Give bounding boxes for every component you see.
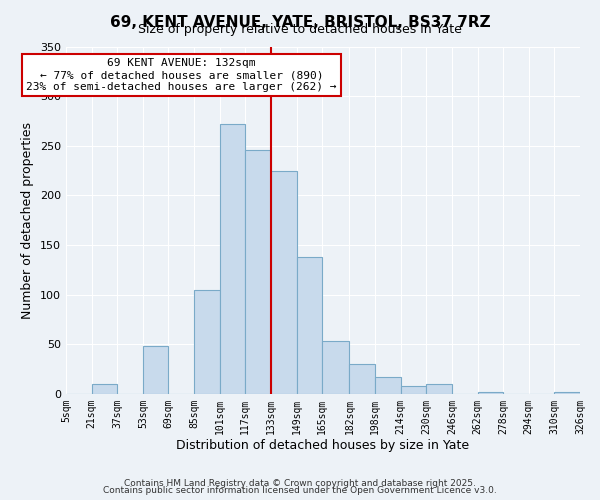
X-axis label: Distribution of detached houses by size in Yate: Distribution of detached houses by size … xyxy=(176,440,470,452)
Text: Size of property relative to detached houses in Yate: Size of property relative to detached ho… xyxy=(138,22,462,36)
Bar xyxy=(245,150,271,394)
Bar xyxy=(375,377,401,394)
Y-axis label: Number of detached properties: Number of detached properties xyxy=(22,122,34,318)
Bar xyxy=(92,384,117,394)
Bar xyxy=(296,257,322,394)
Bar xyxy=(426,384,452,394)
Text: Contains HM Land Registry data © Crown copyright and database right 2025.: Contains HM Land Registry data © Crown c… xyxy=(124,478,476,488)
Bar xyxy=(220,124,245,394)
Bar xyxy=(271,170,296,394)
Bar xyxy=(349,364,375,394)
Text: Contains public sector information licensed under the Open Government Licence v3: Contains public sector information licen… xyxy=(103,486,497,495)
Bar xyxy=(554,392,580,394)
Bar xyxy=(322,341,349,394)
Bar xyxy=(194,290,220,394)
Bar xyxy=(143,346,169,394)
Bar xyxy=(478,392,503,394)
Text: 69 KENT AVENUE: 132sqm
← 77% of detached houses are smaller (890)
23% of semi-de: 69 KENT AVENUE: 132sqm ← 77% of detached… xyxy=(26,58,337,92)
Bar xyxy=(401,386,426,394)
Text: 69, KENT AVENUE, YATE, BRISTOL, BS37 7RZ: 69, KENT AVENUE, YATE, BRISTOL, BS37 7RZ xyxy=(110,15,490,30)
